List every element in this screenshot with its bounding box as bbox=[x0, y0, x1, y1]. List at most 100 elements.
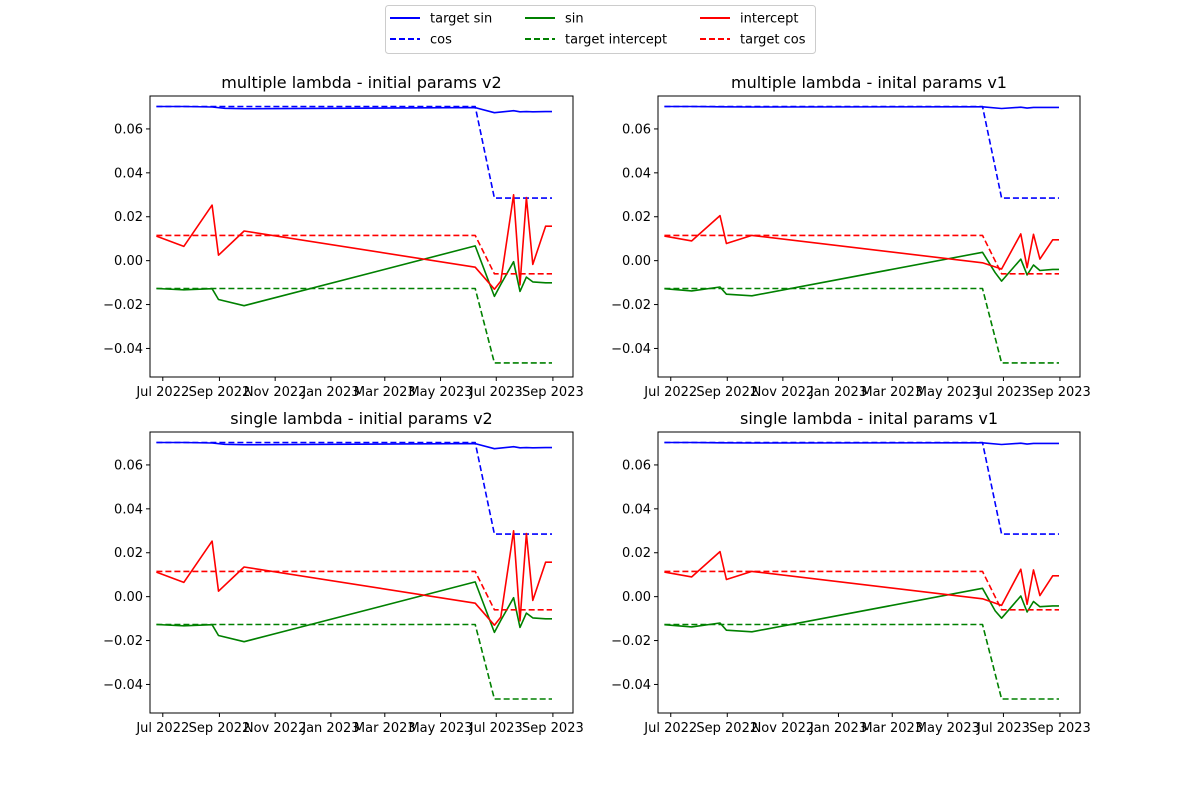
y-tick-label: 0.00 bbox=[114, 590, 143, 605]
legend-label-target-intercept: target intercept bbox=[565, 33, 667, 48]
y-tick-label: 0.04 bbox=[114, 166, 143, 181]
x-tick-label: Jul 2022 bbox=[643, 721, 697, 736]
axes-frame bbox=[657, 95, 1081, 378]
y-tick-label: 0.04 bbox=[114, 502, 143, 517]
x-tick-label: Jul 2023 bbox=[976, 385, 1030, 400]
y-tick-label: 0.06 bbox=[622, 458, 651, 473]
series-line-intercept bbox=[664, 550, 1059, 607]
y-tick-label: −0.02 bbox=[611, 298, 651, 313]
y-tick-label: −0.04 bbox=[103, 678, 143, 693]
x-tick-label: Jul 2023 bbox=[469, 721, 523, 736]
plot-area bbox=[156, 441, 552, 700]
x-tick-label: Sep 2022 bbox=[189, 721, 251, 736]
series-line-cos bbox=[664, 441, 1059, 535]
x-tick-label: May 2023 bbox=[408, 385, 472, 400]
y-tick-label: −0.02 bbox=[103, 298, 143, 313]
legend-label-sin: sin bbox=[565, 12, 584, 27]
x-tick-label: May 2023 bbox=[916, 721, 980, 736]
x-tick-label: Nov 2022 bbox=[752, 721, 815, 736]
x-tick-label: May 2023 bbox=[916, 385, 980, 400]
y-tick-label: 0.02 bbox=[114, 210, 143, 225]
y-tick-label: 0.02 bbox=[622, 546, 651, 561]
subplot-title: multiple lambda - inital params v1 bbox=[731, 73, 1007, 92]
subplot-2: multiple lambda - inital params v1 0.06 0.… bbox=[611, 73, 1091, 400]
x-tick-label: Nov 2022 bbox=[752, 385, 815, 400]
series-line-target-sin bbox=[156, 441, 552, 450]
x-tick-label: Sep 2023 bbox=[1029, 385, 1091, 400]
y-tick-label: −0.04 bbox=[103, 342, 143, 357]
y-tick-label: 0.00 bbox=[622, 590, 651, 605]
subplot-3: single lambda - initial params v2 0.06 0.0… bbox=[103, 409, 584, 736]
y-tick-label: 0.02 bbox=[622, 210, 651, 225]
y-tick-label: 0.00 bbox=[114, 254, 143, 269]
x-tick-label: Jul 2023 bbox=[469, 385, 523, 400]
y-tick-label: 0.06 bbox=[114, 122, 143, 137]
series-line-sin bbox=[156, 581, 552, 643]
series-line-target-sin bbox=[156, 105, 552, 114]
subplot-grid: multiple lambda - initial params v2 0.06 0… bbox=[103, 73, 1091, 736]
series-line-target-cos bbox=[156, 234, 552, 275]
series-line-intercept bbox=[156, 194, 552, 291]
axes-frame bbox=[657, 431, 1081, 714]
x-tick-label: Jan 2023 bbox=[301, 721, 359, 736]
x-tick-label: Sep 2023 bbox=[522, 385, 584, 400]
x-tick-label: Jul 2022 bbox=[643, 385, 697, 400]
plot-area bbox=[664, 105, 1059, 364]
x-tick-label: Jul 2022 bbox=[135, 385, 189, 400]
x-tick-label: Sep 2023 bbox=[1029, 721, 1091, 736]
legend-label-target-sin: target sin bbox=[430, 12, 492, 27]
series-line-target-intercept bbox=[664, 623, 1059, 700]
series-line-cos bbox=[156, 441, 552, 535]
x-tick-label: Sep 2023 bbox=[522, 721, 584, 736]
x-tick-label: Sep 2022 bbox=[696, 721, 758, 736]
subplot-title: single lambda - inital params v1 bbox=[740, 409, 998, 428]
y-tick-label: −0.02 bbox=[611, 634, 651, 649]
x-tick-label: Jul 2023 bbox=[976, 721, 1030, 736]
series-line-target-cos bbox=[156, 570, 552, 611]
x-tick-label: Mar 2023 bbox=[861, 721, 923, 736]
legend-label-intercept: intercept bbox=[740, 12, 799, 27]
series-line-intercept bbox=[664, 214, 1059, 270]
series-line-sin bbox=[156, 245, 552, 307]
series-line-target-cos bbox=[664, 570, 1059, 611]
legend: target sin cos sin target intercept intercep… bbox=[385, 5, 816, 54]
series-line-target-intercept bbox=[156, 287, 552, 364]
series-line-target-cos bbox=[664, 234, 1059, 275]
axes-frame bbox=[149, 95, 574, 378]
series-line-target-intercept bbox=[156, 623, 552, 700]
x-tick-label: Nov 2022 bbox=[244, 385, 307, 400]
axes-frame bbox=[149, 431, 574, 714]
x-tick-label: Mar 2023 bbox=[354, 385, 416, 400]
y-tick-label: 0.00 bbox=[622, 254, 651, 269]
y-tick-label: −0.02 bbox=[103, 634, 143, 649]
x-tick-label: Nov 2022 bbox=[244, 721, 307, 736]
x-tick-label: Jan 2023 bbox=[809, 385, 867, 400]
y-tick-label: 0.06 bbox=[114, 458, 143, 473]
x-tick-label: Jan 2023 bbox=[301, 385, 359, 400]
plot-area bbox=[156, 105, 552, 364]
legend-label-cos: cos bbox=[430, 33, 452, 48]
subplot-1: multiple lambda - initial params v2 0.06 0… bbox=[103, 73, 584, 400]
subplot-title: multiple lambda - initial params v2 bbox=[221, 73, 501, 92]
x-tick-label: Jan 2023 bbox=[809, 721, 867, 736]
series-line-intercept bbox=[156, 529, 552, 627]
y-tick-label: 0.04 bbox=[622, 166, 651, 181]
series-line-cos bbox=[664, 105, 1059, 199]
subplot-title: single lambda - initial params v2 bbox=[230, 409, 492, 428]
x-tick-label: Jul 2022 bbox=[135, 721, 189, 736]
plot-area bbox=[664, 441, 1059, 700]
x-tick-label: Sep 2022 bbox=[696, 385, 758, 400]
y-tick-label: −0.04 bbox=[611, 342, 651, 357]
x-tick-label: Mar 2023 bbox=[354, 721, 416, 736]
series-line-target-intercept bbox=[664, 287, 1059, 364]
x-tick-label: Sep 2022 bbox=[189, 385, 251, 400]
y-tick-label: −0.04 bbox=[611, 678, 651, 693]
x-tick-label: Mar 2023 bbox=[861, 385, 923, 400]
subplot-4: single lambda - inital params v1 0.06 0.04… bbox=[611, 409, 1091, 736]
series-line-cos bbox=[156, 105, 552, 199]
y-tick-label: 0.06 bbox=[622, 122, 651, 137]
y-tick-label: 0.02 bbox=[114, 546, 143, 561]
y-tick-label: 0.04 bbox=[622, 502, 651, 517]
